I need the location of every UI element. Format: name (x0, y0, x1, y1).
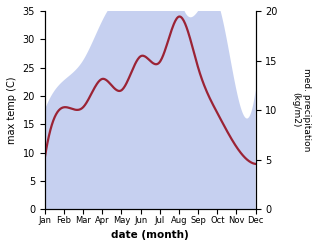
X-axis label: date (month): date (month) (111, 230, 189, 240)
Y-axis label: max temp (C): max temp (C) (7, 76, 17, 144)
Y-axis label: med. precipitation
(kg/m2): med. precipitation (kg/m2) (292, 68, 311, 152)
